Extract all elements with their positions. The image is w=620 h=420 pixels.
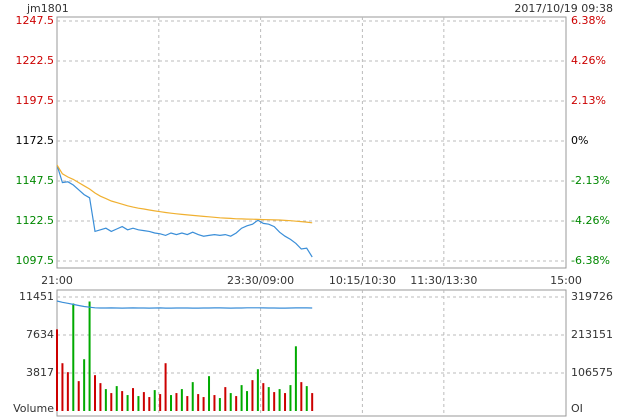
y-tick-label: 1147.5 <box>16 174 55 187</box>
volume-bar <box>218 398 221 411</box>
y-tick-label: 1122.5 <box>16 214 55 227</box>
volume-bar <box>180 389 183 411</box>
volume-bar <box>251 380 254 411</box>
y2-tick-label: -2.13% <box>571 174 610 187</box>
y2-tick-label: 6.38% <box>571 14 606 27</box>
volume-bar <box>159 394 162 411</box>
volume-bar <box>267 387 270 411</box>
volume-bar <box>284 393 287 411</box>
volume-bar <box>300 382 303 411</box>
symbol: jm1801 <box>26 2 69 15</box>
volume-bar <box>104 389 107 411</box>
y2-tick-label: -6.38% <box>571 254 610 267</box>
x-tick-label: 10:15/10:30 <box>329 274 396 287</box>
volume-bar <box>115 386 118 411</box>
volume-bar <box>229 393 232 411</box>
y-tick-label: 1172.5 <box>16 134 55 147</box>
y2-tick-label: 2.13% <box>571 94 606 107</box>
volume-bar <box>305 386 308 411</box>
y2-tick-label: 0% <box>571 134 588 147</box>
volume-bar <box>110 393 113 411</box>
volume-bar <box>137 396 140 411</box>
volume-bar <box>262 383 265 411</box>
volume-bar <box>208 376 211 411</box>
series-line <box>56 164 313 224</box>
volume-bar <box>72 303 75 411</box>
y-tick-label: 1247.5 <box>16 14 55 27</box>
volume-bar <box>256 369 259 411</box>
y2-axis-label: OI <box>571 402 583 415</box>
volume-bar <box>289 385 292 411</box>
volume-bar <box>56 329 58 411</box>
volume-bar <box>121 391 124 411</box>
volume-bar <box>132 388 135 411</box>
x-tick-label: 21:00 <box>41 274 73 287</box>
volume-bar <box>77 381 80 411</box>
volume-bar <box>224 387 227 411</box>
x-tick-label: 23:30/09:00 <box>227 274 294 287</box>
series-line <box>56 164 313 258</box>
volume-bar <box>191 382 194 411</box>
volume-bar <box>99 383 102 411</box>
volume-bar <box>278 389 281 411</box>
y2-tick-label: 319726 <box>571 290 613 303</box>
volume-bar <box>170 395 173 411</box>
y-tick-label: 7634 <box>26 328 54 341</box>
volume-bar <box>186 396 189 411</box>
y-tick-label: 1097.5 <box>16 254 55 267</box>
y-tick-label: 3817 <box>26 366 54 379</box>
y-tick-label: 1197.5 <box>16 94 55 107</box>
volume-bar <box>213 395 216 411</box>
volume-bar <box>175 393 178 411</box>
volume-bar <box>246 391 249 411</box>
x-tick-label: 11:30/13:30 <box>410 274 477 287</box>
volume-bar <box>235 396 238 411</box>
volume-bar <box>164 363 167 411</box>
volume-bar <box>83 359 86 411</box>
volume-bar <box>153 390 156 411</box>
y2-tick-label: -4.26% <box>571 214 610 227</box>
y-axis-label: Volume <box>13 402 54 415</box>
volume-bar <box>294 346 297 411</box>
volume-bar <box>311 393 314 411</box>
plot-frame <box>56 16 567 269</box>
volume-bar <box>202 397 205 411</box>
y2-tick-label: 4.26% <box>571 54 606 67</box>
volume-bar <box>61 363 64 411</box>
volume-bar <box>197 394 200 411</box>
volume-bar <box>94 375 97 411</box>
y2-tick-label: 106575 <box>571 366 613 379</box>
volume-bar <box>142 392 145 411</box>
series-line <box>56 300 313 309</box>
y2-tick-label: 213151 <box>571 328 613 341</box>
volume-bar <box>148 397 151 411</box>
volume-bar <box>88 301 91 411</box>
y-tick-label: 1222.5 <box>16 54 55 67</box>
volume-bar <box>240 385 243 411</box>
datetime: 2017/10/19 09:38 <box>514 2 613 15</box>
y-tick-label: 11451 <box>19 290 54 303</box>
x-tick-label: 15:00 <box>550 274 582 287</box>
volume-bar <box>66 372 69 411</box>
volume-bar <box>126 395 129 411</box>
volume-bar <box>273 392 276 411</box>
